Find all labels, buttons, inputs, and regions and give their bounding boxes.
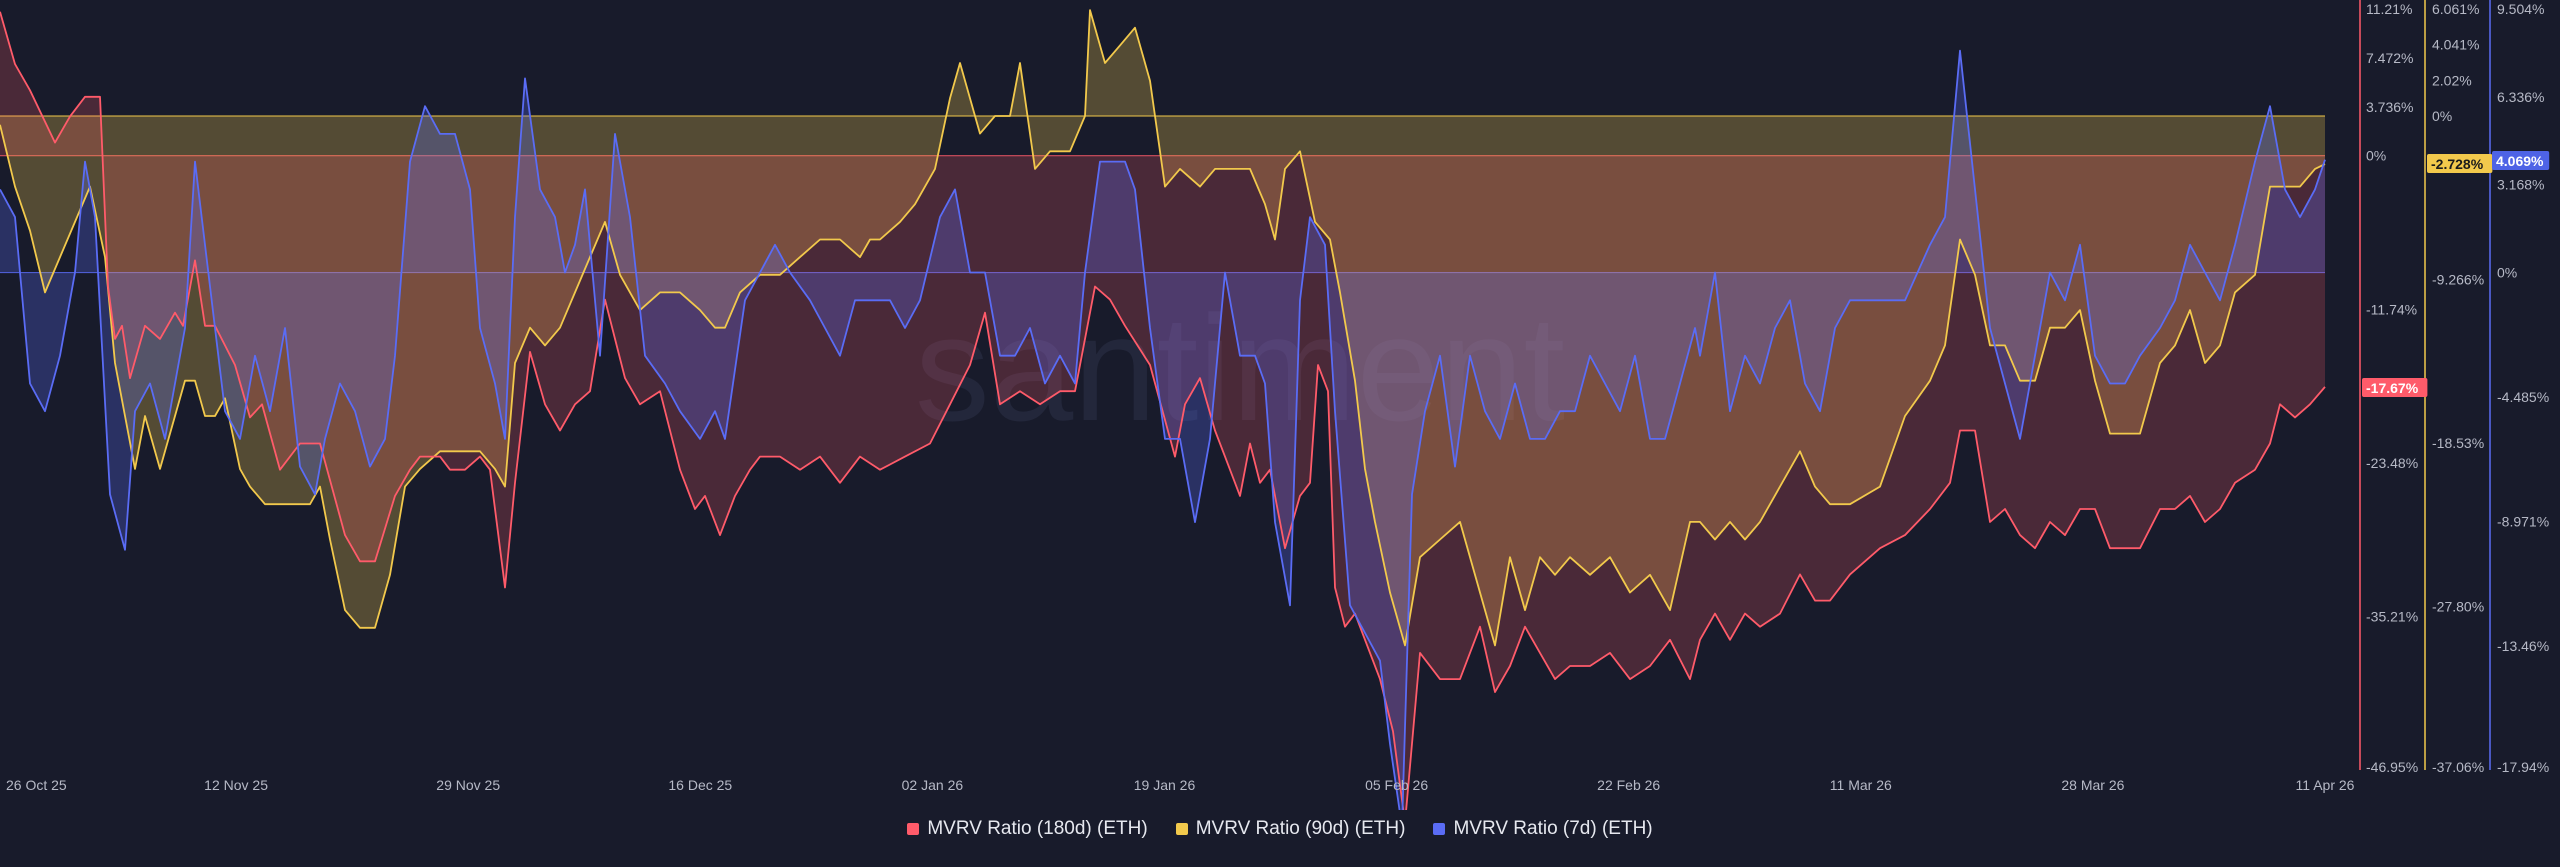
y-tick-label: -18.53% <box>2432 435 2484 451</box>
current-value-badge-2 <box>2492 151 2550 170</box>
y-tick-label: -13.46% <box>2497 638 2549 654</box>
legend-label: MVRV Ratio (180d) (ETH) <box>927 818 1148 839</box>
y-tick-label: 2.02% <box>2432 72 2472 88</box>
y-tick-label: 6.061% <box>2432 1 2479 17</box>
y-tick-label: 6.336% <box>2497 89 2544 105</box>
x-tick-label: 12 Nov 25 <box>204 777 268 793</box>
legend-item-2[interactable]: MVRV Ratio (7d) (ETH) <box>1433 818 1653 840</box>
y-tick-label: -11.74% <box>2366 301 2417 317</box>
series-line-2[interactable] <box>0 49 2326 828</box>
y-tick-label: 3.168% <box>2497 177 2544 193</box>
x-tick-label: 19 Jan 26 <box>1134 777 1196 793</box>
current-value-badge-0 <box>2362 378 2428 397</box>
y-tick-label: -46.95% <box>2366 759 2418 775</box>
current-value-label: 4.069% <box>2496 153 2544 169</box>
y-tick-label: -35.21% <box>2366 608 2418 624</box>
y-tick-label: -9.266% <box>2432 271 2484 287</box>
chart-legend: MVRV Ratio (180d) (ETH) MVRV Ratio (90d) … <box>0 818 2560 840</box>
x-tick-label: 11 Mar 26 <box>1830 777 1892 793</box>
legend-item-1[interactable]: MVRV Ratio (90d) (ETH) <box>1175 818 1406 840</box>
y-tick-label: 0% <box>2497 265 2517 281</box>
x-tick-label: 22 Feb 26 <box>1597 777 1660 793</box>
mvrv-chart[interactable]: santiment 11.21% 7.472% 3.736% 0% -11.74% -23… <box>0 0 2560 828</box>
current-value-label: -2.728% <box>2431 156 2484 172</box>
series-line-0[interactable] <box>0 11 2326 824</box>
legend-label: MVRV Ratio (90d) (ETH) <box>1195 818 1406 839</box>
y-tick-label: 11.21% <box>2366 1 2412 17</box>
current-value-badge-1 <box>2427 154 2493 173</box>
x-tick-label: 05 Feb 26 <box>1365 777 1428 793</box>
legend-label: MVRV Ratio (7d) (ETH) <box>1453 818 1653 839</box>
legend-swatch <box>907 823 920 835</box>
y-tick-label: -37.06% <box>2432 759 2484 775</box>
series-line-1[interactable] <box>0 9 2326 647</box>
y-tick-label: 4.041% <box>2432 37 2479 53</box>
y-tick-label: -8.971% <box>2497 513 2549 529</box>
y-tick-label: 3.736% <box>2366 99 2413 115</box>
legend-swatch <box>1175 823 1188 835</box>
legend-item-0[interactable]: MVRV Ratio (180d) (ETH) <box>907 818 1148 840</box>
x-tick-label: 26 Oct 25 <box>6 777 67 793</box>
series-area-2 <box>0 50 2325 828</box>
y-tick-label: -23.48% <box>2366 455 2418 471</box>
y-tick-label: 7.472% <box>2366 50 2413 66</box>
y-tick-label: -17.94% <box>2497 759 2549 775</box>
x-tick-label: 11 Apr 26 <box>2296 777 2355 793</box>
x-tick-label: 16 Dec 25 <box>668 777 732 793</box>
y-tick-label: 0% <box>2432 108 2452 124</box>
series-area-1 <box>0 10 2325 646</box>
current-value-label: -17.67% <box>2366 380 2419 396</box>
y-tick-label: -4.485% <box>2497 389 2549 405</box>
x-tick-label: 29 Nov 25 <box>436 777 500 793</box>
x-tick-label: 28 Mar 26 <box>2061 777 2124 793</box>
y-tick-label: 0% <box>2366 148 2386 164</box>
watermark-text: santiment <box>915 284 1565 452</box>
y-tick-label: -27.80% <box>2432 599 2484 615</box>
y-tick-label: 9.504% <box>2497 1 2544 17</box>
legend-swatch <box>1433 823 1446 835</box>
x-tick-label: 02 Jan 26 <box>902 777 964 793</box>
